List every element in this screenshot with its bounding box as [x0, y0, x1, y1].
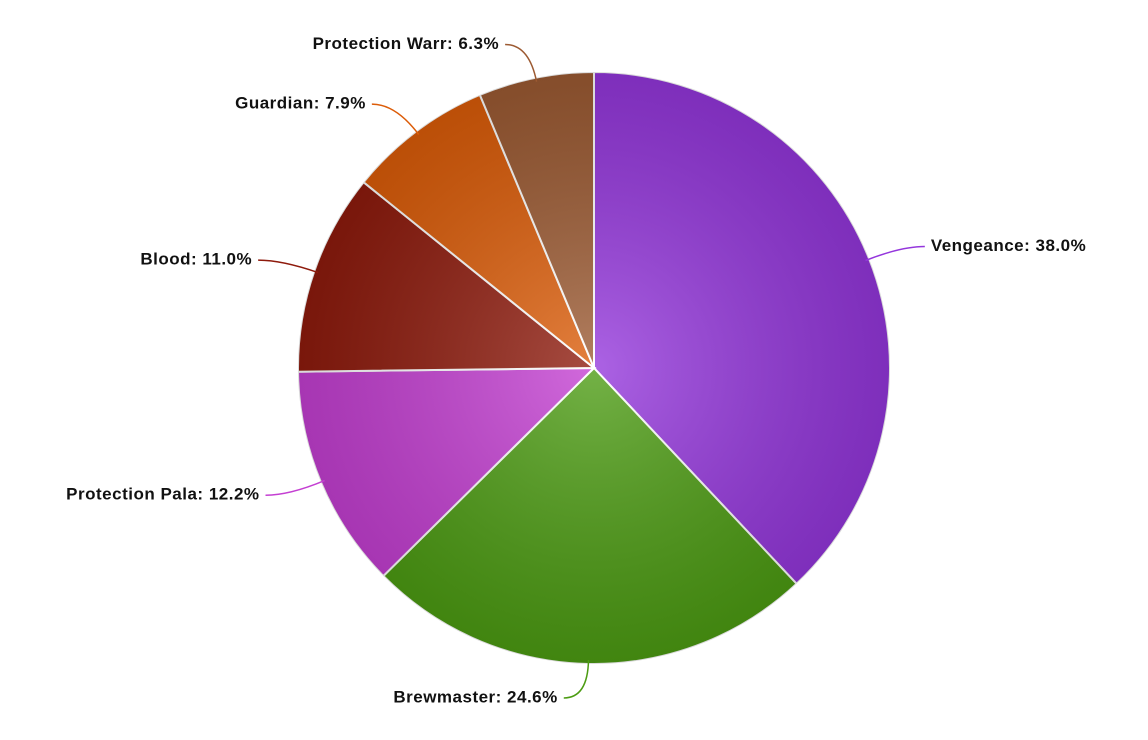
label-connector: [865, 245, 925, 262]
data-label: Brewmaster: 24.6%: [393, 687, 557, 706]
data-label: Protection Pala: 12.2%: [66, 485, 259, 504]
label-connector: [505, 43, 538, 82]
label-connector: [265, 479, 325, 496]
label-connector: [258, 259, 319, 274]
data-label: Protection Warr: 6.3%: [313, 34, 500, 53]
label-connector: [563, 659, 590, 699]
data-label: Guardian: 7.9%: [235, 94, 366, 113]
label-connector: [371, 103, 420, 135]
data-label: Blood: 11.0%: [140, 250, 252, 269]
data-label: Vengeance: 38.0%: [931, 236, 1086, 255]
